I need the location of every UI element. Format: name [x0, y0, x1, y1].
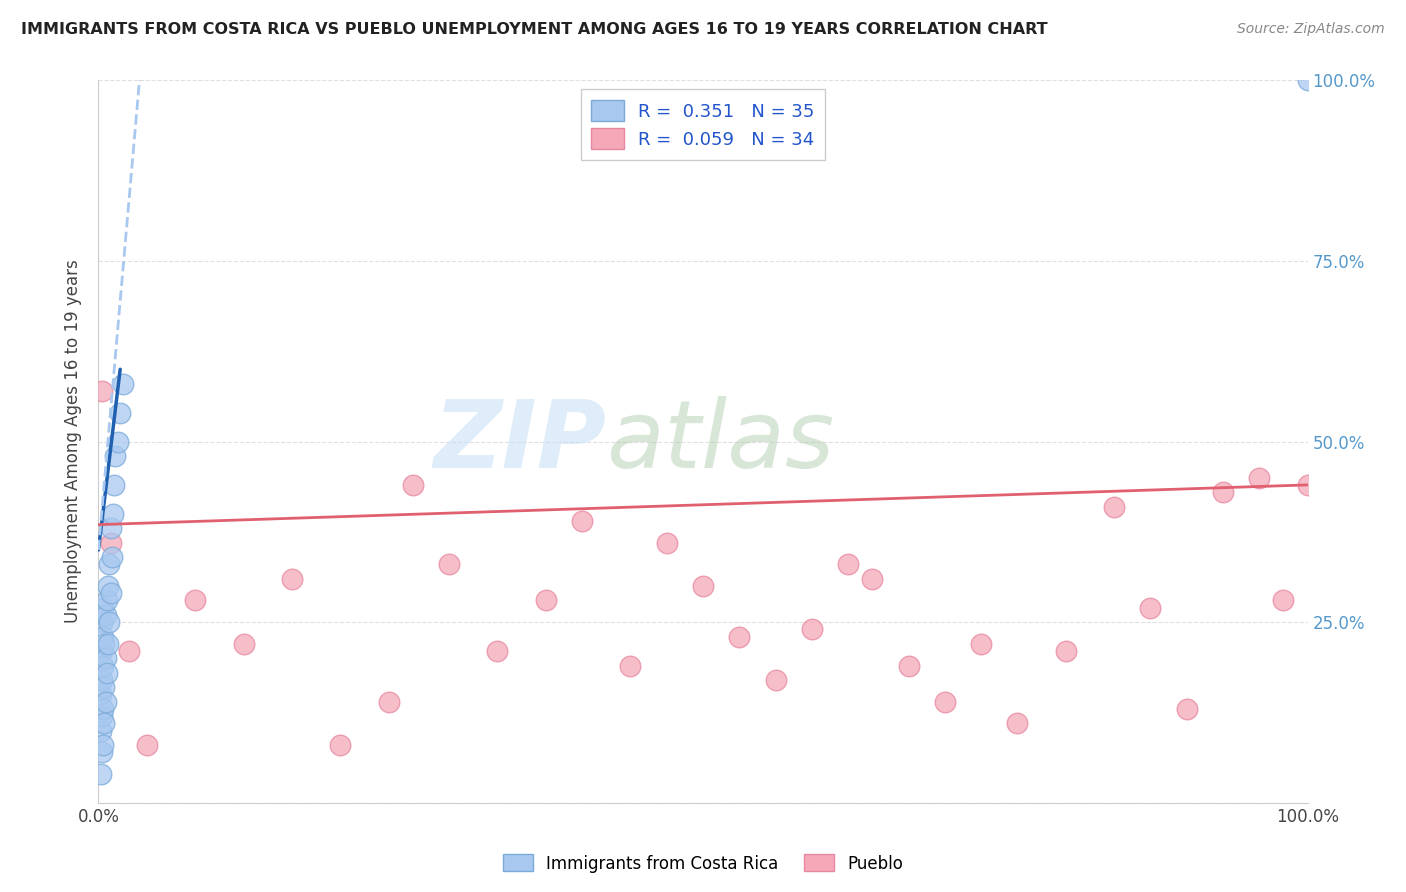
Point: [1175, 702, 1198, 716]
Text: ZIP: ZIP: [433, 395, 606, 488]
Point: [1139, 600, 1161, 615]
Point: [860, 572, 883, 586]
Point: [232, 637, 254, 651]
Point: [765, 673, 787, 687]
Point: [329, 738, 352, 752]
Point: [96, 593, 118, 607]
Point: [135, 738, 157, 752]
Point: [437, 558, 460, 572]
Point: [96, 665, 118, 680]
Point: [104, 449, 127, 463]
Point: [534, 593, 557, 607]
Point: [90, 687, 112, 701]
Point: [1272, 593, 1295, 607]
Point: [402, 478, 425, 492]
Text: atlas: atlas: [606, 396, 835, 487]
Point: [1296, 478, 1319, 492]
Point: [108, 406, 131, 420]
Point: [692, 579, 714, 593]
Point: [91, 738, 114, 752]
Point: [93, 716, 115, 731]
Point: [111, 376, 134, 391]
Point: [91, 745, 114, 759]
Point: [91, 630, 114, 644]
Point: [1249, 470, 1271, 484]
Point: [103, 478, 125, 492]
Point: [91, 673, 114, 687]
Point: [93, 637, 115, 651]
Point: [100, 586, 122, 600]
Point: [94, 607, 117, 622]
Point: [281, 572, 304, 586]
Point: [93, 680, 115, 694]
Point: [91, 658, 114, 673]
Point: [98, 558, 121, 572]
Point: [94, 695, 117, 709]
Point: [91, 644, 114, 658]
Point: [100, 521, 122, 535]
Point: [91, 384, 114, 398]
Y-axis label: Unemployment Among Ages 16 to 19 years: Unemployment Among Ages 16 to 19 years: [65, 260, 83, 624]
Text: IMMIGRANTS FROM COSTA RICA VS PUEBLO UNEMPLOYMENT AMONG AGES 16 TO 19 YEARS CORR: IMMIGRANTS FROM COSTA RICA VS PUEBLO UNE…: [21, 22, 1047, 37]
Point: [107, 434, 129, 449]
Point: [184, 593, 207, 607]
Point: [97, 579, 120, 593]
Point: [90, 767, 112, 781]
Point: [728, 630, 751, 644]
Point: [100, 535, 122, 549]
Point: [897, 658, 920, 673]
Point: [94, 651, 117, 665]
Point: [91, 615, 114, 630]
Legend: Immigrants from Costa Rica, Pueblo: Immigrants from Costa Rica, Pueblo: [496, 847, 910, 880]
Point: [97, 637, 120, 651]
Point: [934, 695, 956, 709]
Legend: R =  0.351   N = 35, R =  0.059   N = 34: R = 0.351 N = 35, R = 0.059 N = 34: [581, 89, 825, 160]
Point: [90, 723, 112, 738]
Text: Source: ZipAtlas.com: Source: ZipAtlas.com: [1237, 22, 1385, 37]
Point: [970, 637, 993, 651]
Point: [100, 550, 122, 565]
Point: [1054, 644, 1077, 658]
Point: [377, 695, 399, 709]
Point: [98, 615, 121, 630]
Point: [1296, 73, 1319, 87]
Point: [800, 623, 823, 637]
Point: [571, 514, 593, 528]
Point: [1007, 716, 1029, 731]
Point: [118, 644, 141, 658]
Point: [837, 558, 859, 572]
Point: [486, 644, 509, 658]
Point: [1212, 485, 1234, 500]
Point: [91, 709, 114, 723]
Point: [91, 702, 114, 716]
Point: [1102, 500, 1125, 514]
Point: [619, 658, 641, 673]
Point: [91, 600, 114, 615]
Point: [101, 507, 124, 521]
Point: [655, 535, 678, 549]
